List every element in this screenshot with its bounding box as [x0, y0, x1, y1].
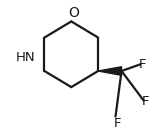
- Text: F: F: [114, 117, 121, 130]
- Text: HN: HN: [16, 51, 36, 64]
- Text: F: F: [142, 95, 149, 108]
- Text: O: O: [68, 6, 79, 20]
- Polygon shape: [98, 67, 122, 75]
- Text: F: F: [139, 58, 147, 71]
